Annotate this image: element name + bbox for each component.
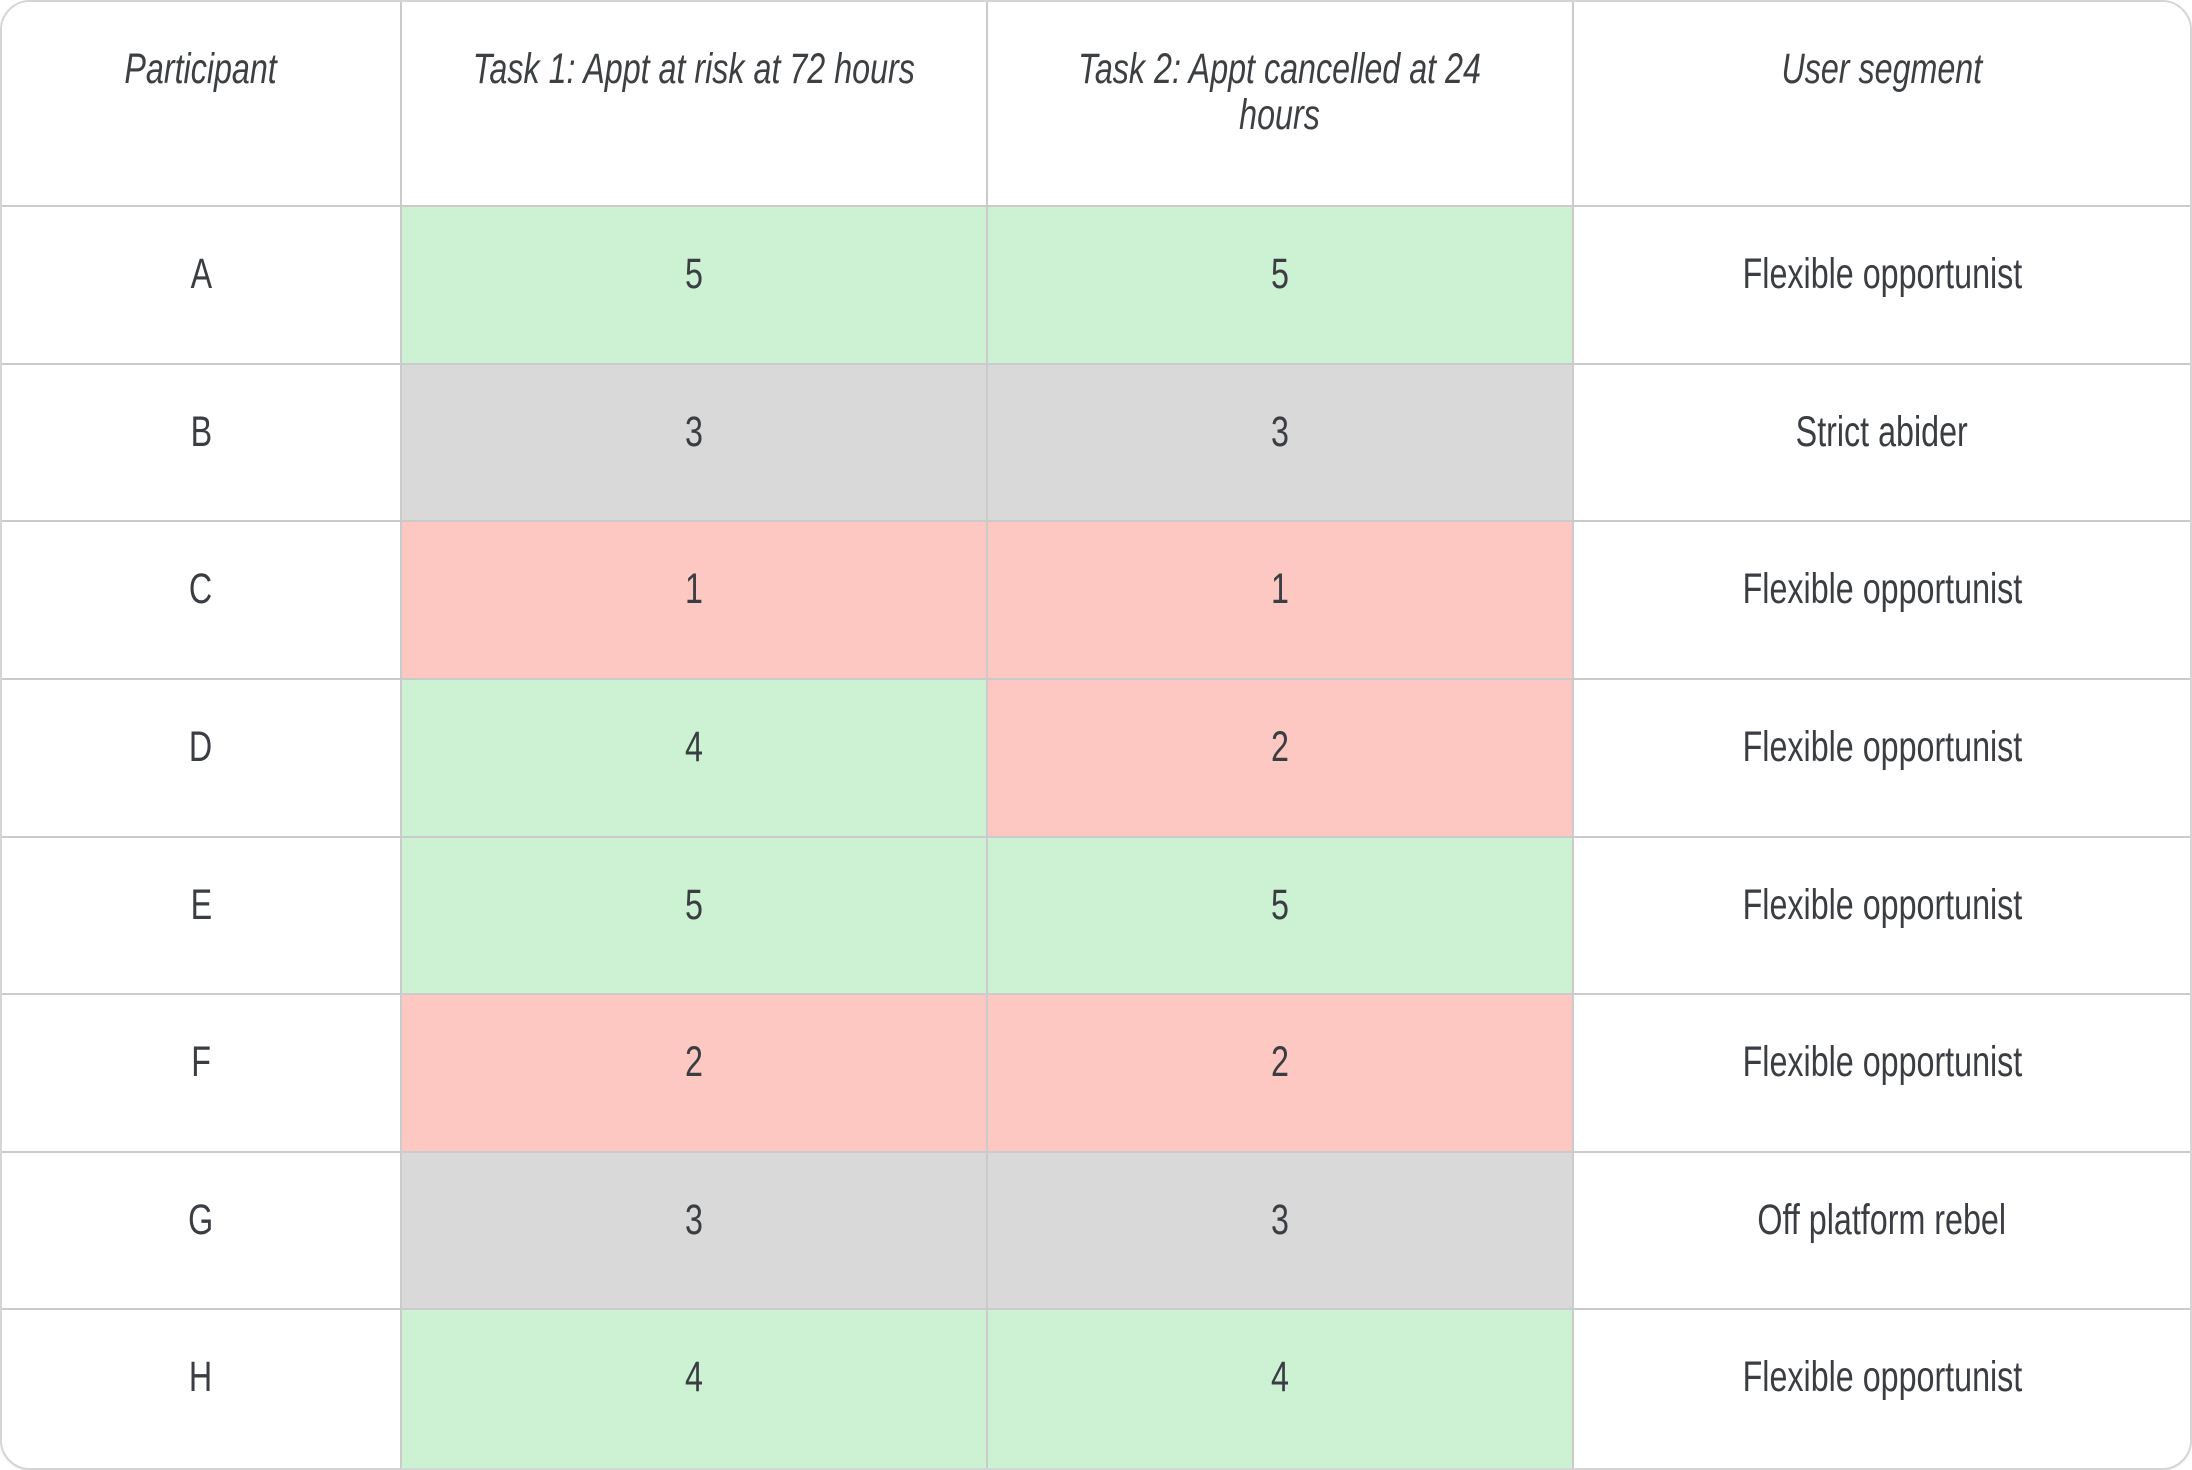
- task1-score-value: 3: [685, 1195, 703, 1244]
- task1-score-cell: 5: [402, 837, 988, 996]
- segment-cell: Flexible opportunist: [1574, 679, 2190, 838]
- task1-score-cell: 1: [402, 522, 988, 680]
- task1-score-cell: 2: [402, 995, 988, 1153]
- segment-cell: Strict abider: [1574, 364, 2190, 523]
- participant-label: G: [188, 1195, 214, 1244]
- segment-label: Flexible opportunist: [1742, 1038, 2022, 1087]
- task2-score-value: 1: [1271, 565, 1289, 614]
- participant-label: B: [190, 407, 212, 456]
- segment-label: Flexible opportunist: [1742, 880, 2022, 929]
- column-header-participant-label: Participant: [124, 45, 278, 93]
- task2-score-value: 3: [1271, 407, 1289, 456]
- task2-score-cell: 3: [988, 364, 1574, 523]
- participant-cell: H: [2, 1310, 402, 1468]
- column-header-task1: Task 1: Appt at risk at 72 hours: [402, 2, 988, 207]
- segment-cell: Flexible opportunist: [1574, 1310, 2190, 1468]
- task1-score-value: 4: [685, 722, 703, 771]
- segment-label: Flexible opportunist: [1742, 722, 2022, 771]
- segment-label: Strict abider: [1795, 407, 1969, 456]
- task1-score-value: 2: [685, 1038, 703, 1087]
- task1-score-cell: 4: [402, 1310, 988, 1468]
- participant-label: H: [189, 1353, 213, 1402]
- participant-cell: G: [2, 1152, 402, 1311]
- task1-score-cell: 4: [402, 679, 988, 838]
- task2-score-value: 5: [1271, 880, 1289, 929]
- task2-score-value: 4: [1271, 1353, 1289, 1402]
- task1-score-value: 3: [685, 407, 703, 456]
- segment-cell: Flexible opportunist: [1574, 837, 2190, 996]
- task2-score-cell: 2: [988, 995, 1574, 1153]
- task2-score-value: 5: [1271, 250, 1289, 298]
- task2-score-cell: 1: [988, 522, 1574, 680]
- task2-score-cell: 3: [988, 1152, 1574, 1311]
- segment-label: Off platform rebel: [1757, 1195, 2007, 1244]
- task1-score-cell: 3: [402, 1152, 988, 1311]
- participant-cell: D: [2, 679, 402, 838]
- task2-score-cell: 4: [988, 1310, 1574, 1468]
- task2-score-value: 2: [1271, 722, 1289, 771]
- participant-cell: B: [2, 364, 402, 523]
- task1-score-value: 4: [685, 1353, 703, 1402]
- task2-score-cell: 5: [988, 207, 1574, 365]
- task1-score-value: 5: [685, 880, 703, 929]
- segment-cell: Off platform rebel: [1574, 1152, 2190, 1311]
- participant-label: C: [189, 565, 213, 614]
- task1-score-value: 1: [685, 565, 703, 614]
- segment-label: Flexible opportunist: [1742, 565, 2022, 614]
- participant-label: D: [189, 722, 213, 771]
- participant-label: E: [190, 880, 212, 929]
- participant-cell: E: [2, 837, 402, 996]
- column-header-user-segment: User segment: [1574, 2, 2190, 207]
- participant-label: A: [190, 250, 212, 298]
- column-header-task1-label: Task 1: Appt at risk at 72 hours: [472, 45, 916, 93]
- segment-cell: Flexible opportunist: [1574, 522, 2190, 680]
- column-header-task2: Task 2: Appt cancelled at 24 hours: [988, 2, 1574, 207]
- task1-score-value: 5: [685, 250, 703, 298]
- task2-score-cell: 2: [988, 679, 1574, 838]
- participant-cell: A: [2, 207, 402, 365]
- task2-score-value: 2: [1271, 1038, 1289, 1087]
- segment-label: Flexible opportunist: [1742, 250, 2022, 298]
- column-header-task2-label: Task 2: Appt cancelled at 24 hours: [1078, 45, 1482, 139]
- column-header-participant: Participant: [2, 2, 402, 207]
- participant-label: F: [191, 1038, 211, 1087]
- task1-score-cell: 3: [402, 364, 988, 523]
- task2-score-value: 3: [1271, 1195, 1289, 1244]
- task1-score-cell: 5: [402, 207, 988, 365]
- participant-cell: F: [2, 995, 402, 1153]
- task2-score-cell: 5: [988, 837, 1574, 996]
- segment-cell: Flexible opportunist: [1574, 207, 2190, 365]
- segment-label: Flexible opportunist: [1742, 1353, 2022, 1402]
- segment-cell: Flexible opportunist: [1574, 995, 2190, 1153]
- column-header-user-segment-label: User segment: [1781, 45, 1983, 93]
- participant-cell: C: [2, 522, 402, 680]
